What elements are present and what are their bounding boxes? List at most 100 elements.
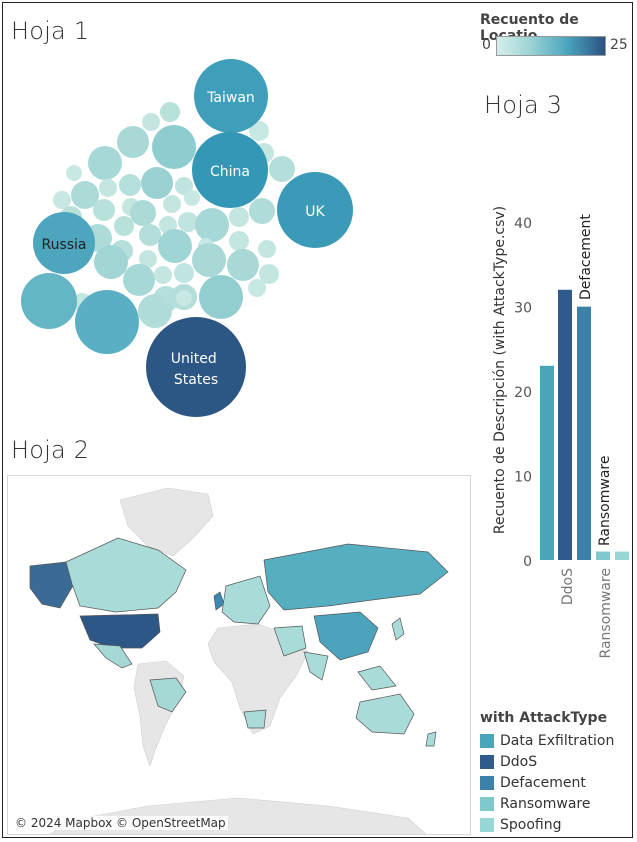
bar-label-defacement: Defacement (578, 214, 594, 300)
bubble-small-15[interactable] (93, 199, 115, 221)
world-map[interactable]: © 2024 Mapbox © OpenStreetMap (7, 475, 471, 835)
x-group-label-ddos: DdoS (560, 568, 576, 605)
legend-label: Spoofing (500, 816, 562, 833)
bubble-small-38[interactable] (174, 263, 194, 283)
bubble-small-18[interactable] (163, 195, 181, 213)
legend-label: Ransomware (500, 795, 591, 812)
swatch-ransomware (480, 796, 494, 811)
swatch-defacement (480, 775, 494, 790)
bubble-small-40[interactable] (227, 249, 259, 281)
bubble-small-30[interactable] (139, 250, 157, 268)
bubble-small-4[interactable] (88, 146, 122, 180)
legend-item-ddos[interactable]: DdoS (480, 751, 614, 772)
alaska-shape[interactable] (29, 561, 75, 609)
bar-chart: with Attack..Recuento de Descripción (wi… (492, 206, 629, 658)
bubble-small-3[interactable] (152, 125, 196, 169)
legend-label: DdoS (500, 753, 538, 770)
bubble-small-31[interactable] (158, 229, 192, 263)
bubble-small-37[interactable] (154, 266, 172, 284)
bubble-small-8[interactable] (119, 174, 141, 196)
y-tick-label: 0 (523, 554, 532, 570)
legend-item-spoofing[interactable]: Spoofing (480, 814, 614, 835)
australia-shape[interactable] (355, 693, 415, 735)
nz-shape[interactable] (425, 731, 437, 747)
mexico-shape[interactable] (93, 643, 133, 669)
bubble-small-48[interactable] (138, 294, 172, 328)
swatch-spoofing (480, 817, 494, 832)
map-attribution[interactable]: © 2024 Mapbox © OpenStreetMap (13, 816, 228, 830)
bubble-small-19[interactable] (184, 190, 200, 206)
bubble-russia[interactable] (33, 212, 95, 274)
bubble-small-13[interactable] (269, 156, 295, 182)
china-shape[interactable] (313, 611, 379, 661)
bubble-small-1[interactable] (142, 113, 160, 131)
bubble-small-34[interactable] (258, 240, 276, 258)
usa-shape[interactable] (79, 613, 161, 649)
sheet2-title: Hoja 2 (11, 436, 90, 464)
bubble-small-21[interactable] (139, 224, 161, 246)
bubble-small-50[interactable] (75, 290, 139, 354)
europe-shape[interactable] (221, 575, 271, 625)
bar-ddos[interactable] (558, 289, 572, 560)
bubble-small-25[interactable] (229, 207, 249, 227)
attack-type-legend: with AttackType Data Exfiltration DdoS D… (480, 710, 614, 835)
legend-label: Data Exfiltration (500, 732, 615, 749)
bubble-united-states[interactable] (146, 317, 246, 417)
bubble-label-china: China (210, 164, 250, 180)
legend-item-defacement[interactable]: Defacement (480, 772, 614, 793)
bubble-small-36[interactable] (123, 264, 155, 296)
bubble-small-0[interactable] (160, 102, 180, 122)
bubble-small-10[interactable] (175, 177, 193, 195)
swatch-ddos (480, 754, 494, 769)
bubble-small-47[interactable] (199, 275, 243, 319)
y-axis-label: Recuento de Descripción (with AttackType… (492, 206, 508, 534)
bar-label-ransomware: Ransomware (597, 456, 613, 546)
color-legend-gradient (496, 36, 606, 56)
bubble-small-17[interactable] (130, 200, 156, 226)
bar-spoofing[interactable] (615, 551, 629, 560)
canada-shape[interactable] (65, 537, 187, 613)
bubble-small-26[interactable] (249, 198, 275, 224)
bubble-small-49[interactable] (21, 273, 77, 329)
bubble-small-39[interactable] (192, 243, 226, 277)
south-africa-shape[interactable] (243, 709, 267, 729)
bubble-small-23[interactable] (178, 212, 198, 232)
bubble-label-russia: Russia (41, 237, 86, 253)
bubble-label-uk: UK (305, 204, 325, 220)
legend-label: Defacement (500, 774, 586, 791)
bubble-small-6[interactable] (71, 181, 99, 209)
bubble-small-7[interactable] (99, 179, 117, 197)
bar-defacement[interactable] (577, 306, 591, 560)
bubble-small-16[interactable] (53, 191, 71, 209)
bubble-small-44[interactable] (248, 279, 266, 297)
middle-east-shape[interactable] (273, 625, 307, 657)
bar-ransomware[interactable] (596, 551, 610, 560)
map-canvas (29, 487, 449, 834)
russia-shape[interactable] (263, 543, 449, 611)
legend-item-ransomware[interactable]: Ransomware (480, 793, 614, 814)
bubble-small-41[interactable] (259, 264, 279, 284)
india-shape[interactable] (303, 651, 329, 681)
bubble-small-20[interactable] (114, 216, 134, 236)
color-legend-min: 0 (482, 37, 491, 53)
bubble-small-5[interactable] (66, 165, 82, 181)
bubble-uk[interactable] (277, 172, 353, 248)
bubble-small-24[interactable] (195, 208, 229, 242)
y-tick-label: 20 (514, 385, 532, 401)
bar-data-exfiltration[interactable] (540, 365, 554, 560)
bubble-small-9[interactable] (141, 167, 173, 199)
y-tick-label: 10 (514, 470, 532, 486)
japan-shape[interactable] (391, 617, 405, 641)
bubble-small-11[interactable] (249, 121, 269, 141)
bubble-small-46[interactable] (176, 290, 192, 306)
bubble-taiwan[interactable] (194, 59, 268, 133)
bubble-small-2[interactable] (117, 126, 149, 158)
sea-shape[interactable] (357, 665, 397, 691)
brazil-shape[interactable] (149, 677, 187, 713)
color-legend-max: 25 (610, 37, 628, 53)
bubble-china[interactable] (192, 132, 268, 208)
bubble-small-35[interactable] (94, 245, 128, 279)
legend-item-data-exfiltration[interactable]: Data Exfiltration (480, 730, 614, 751)
bubble-small-33[interactable] (229, 231, 249, 251)
